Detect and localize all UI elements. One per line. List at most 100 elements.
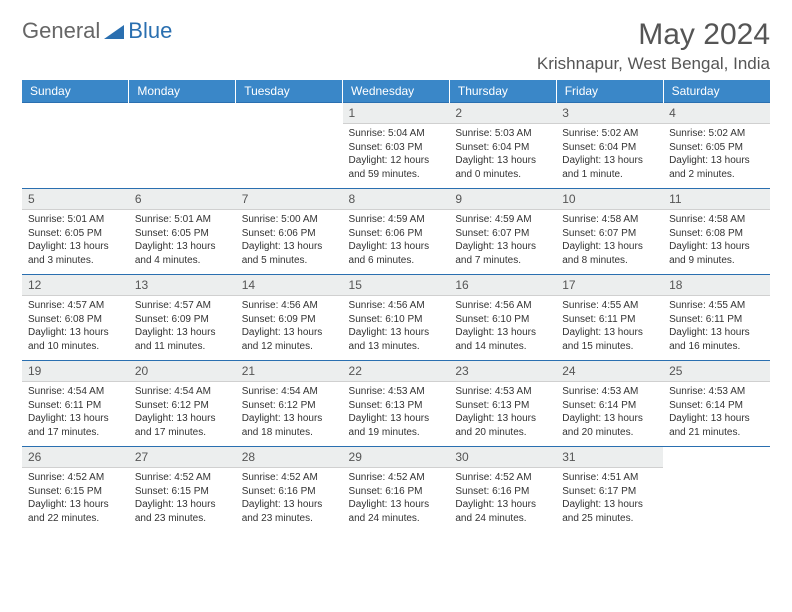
calendar-cell: 25Sunrise: 4:53 AMSunset: 6:14 PMDayligh…	[663, 361, 770, 447]
daylight-text: Daylight: 13 hours and 23 minutes.	[242, 498, 337, 525]
daylight-text: Daylight: 13 hours and 8 minutes.	[562, 240, 657, 267]
day-content: Sunrise: 4:52 AMSunset: 6:15 PMDaylight:…	[129, 468, 236, 528]
sunrise-text: Sunrise: 4:59 AM	[349, 213, 444, 227]
daylight-text: Daylight: 13 hours and 23 minutes.	[135, 498, 230, 525]
day-number: 6	[129, 189, 236, 210]
sunset-text: Sunset: 6:15 PM	[135, 485, 230, 499]
day-content: Sunrise: 4:54 AMSunset: 6:12 PMDaylight:…	[129, 382, 236, 442]
day-content: Sunrise: 4:52 AMSunset: 6:16 PMDaylight:…	[449, 468, 556, 528]
daylight-text: Daylight: 13 hours and 12 minutes.	[242, 326, 337, 353]
sunrise-text: Sunrise: 4:53 AM	[562, 385, 657, 399]
daylight-text: Daylight: 13 hours and 10 minutes.	[28, 326, 123, 353]
day-number: 15	[343, 275, 450, 296]
sunset-text: Sunset: 6:14 PM	[669, 399, 764, 413]
sunset-text: Sunset: 6:13 PM	[455, 399, 550, 413]
daylight-text: Daylight: 13 hours and 1 minute.	[562, 154, 657, 181]
sunrise-text: Sunrise: 4:53 AM	[349, 385, 444, 399]
weekday-friday: Friday	[556, 80, 663, 103]
sunset-text: Sunset: 6:07 PM	[455, 227, 550, 241]
daylight-text: Daylight: 13 hours and 17 minutes.	[135, 412, 230, 439]
sunset-text: Sunset: 6:12 PM	[135, 399, 230, 413]
sunset-text: Sunset: 6:07 PM	[562, 227, 657, 241]
sunset-text: Sunset: 6:04 PM	[455, 141, 550, 155]
day-content: Sunrise: 4:58 AMSunset: 6:07 PMDaylight:…	[556, 210, 663, 270]
daylight-text: Daylight: 13 hours and 3 minutes.	[28, 240, 123, 267]
day-number: 20	[129, 361, 236, 382]
daylight-text: Daylight: 13 hours and 15 minutes.	[562, 326, 657, 353]
daylight-text: Daylight: 13 hours and 20 minutes.	[562, 412, 657, 439]
day-number: 18	[663, 275, 770, 296]
sunset-text: Sunset: 6:10 PM	[455, 313, 550, 327]
daylight-text: Daylight: 13 hours and 24 minutes.	[455, 498, 550, 525]
sunrise-text: Sunrise: 4:56 AM	[455, 299, 550, 313]
sunrise-text: Sunrise: 4:53 AM	[669, 385, 764, 399]
day-content: Sunrise: 4:53 AMSunset: 6:13 PMDaylight:…	[343, 382, 450, 442]
calendar-row: 26Sunrise: 4:52 AMSunset: 6:15 PMDayligh…	[22, 447, 770, 533]
weekday-saturday: Saturday	[663, 80, 770, 103]
calendar-body: 1Sunrise: 5:04 AMSunset: 6:03 PMDaylight…	[22, 103, 770, 533]
triangle-icon	[104, 23, 124, 39]
sunrise-text: Sunrise: 5:01 AM	[135, 213, 230, 227]
sunset-text: Sunset: 6:17 PM	[562, 485, 657, 499]
day-number: 27	[129, 447, 236, 468]
day-content: Sunrise: 4:59 AMSunset: 6:07 PMDaylight:…	[449, 210, 556, 270]
day-content: Sunrise: 4:59 AMSunset: 6:06 PMDaylight:…	[343, 210, 450, 270]
calendar-cell	[236, 103, 343, 189]
day-content: Sunrise: 4:53 AMSunset: 6:13 PMDaylight:…	[449, 382, 556, 442]
calendar-cell: 30Sunrise: 4:52 AMSunset: 6:16 PMDayligh…	[449, 447, 556, 533]
calendar-cell: 1Sunrise: 5:04 AMSunset: 6:03 PMDaylight…	[343, 103, 450, 189]
sunrise-text: Sunrise: 5:03 AM	[455, 127, 550, 141]
day-content: Sunrise: 4:57 AMSunset: 6:09 PMDaylight:…	[129, 296, 236, 356]
sunrise-text: Sunrise: 4:55 AM	[562, 299, 657, 313]
weekday-thursday: Thursday	[449, 80, 556, 103]
day-number: 31	[556, 447, 663, 468]
sunrise-text: Sunrise: 4:52 AM	[455, 471, 550, 485]
daylight-text: Daylight: 13 hours and 20 minutes.	[455, 412, 550, 439]
calendar-cell: 12Sunrise: 4:57 AMSunset: 6:08 PMDayligh…	[22, 275, 129, 361]
calendar-cell: 31 Sunrise: 4:51 AMSunset: 6:17 PMDayligh…	[556, 447, 663, 533]
sunset-text: Sunset: 6:06 PM	[242, 227, 337, 241]
day-content: Sunrise: 4:58 AMSunset: 6:08 PMDaylight:…	[663, 210, 770, 270]
day-content: Sunrise: 5:00 AMSunset: 6:06 PMDaylight:…	[236, 210, 343, 270]
sunset-text: Sunset: 6:08 PM	[669, 227, 764, 241]
calendar-cell: 13Sunrise: 4:57 AMSunset: 6:09 PMDayligh…	[129, 275, 236, 361]
calendar-cell: 26Sunrise: 4:52 AMSunset: 6:15 PMDayligh…	[22, 447, 129, 533]
daylight-text: Daylight: 13 hours and 24 minutes.	[349, 498, 444, 525]
day-number: 3	[556, 103, 663, 124]
calendar-cell: 2Sunrise: 5:03 AMSunset: 6:04 PMDaylight…	[449, 103, 556, 189]
day-content: Sunrise: 4:56 AMSunset: 6:09 PMDaylight:…	[236, 296, 343, 356]
calendar-cell: 14Sunrise: 4:56 AMSunset: 6:09 PMDayligh…	[236, 275, 343, 361]
sunrise-text: Sunrise: 5:02 AM	[562, 127, 657, 141]
calendar-cell: 15Sunrise: 4:56 AMSunset: 6:10 PMDayligh…	[343, 275, 450, 361]
day-number: 5	[22, 189, 129, 210]
sunrise-text: Sunrise: 4:58 AM	[669, 213, 764, 227]
sunrise-text: Sunrise: 4:55 AM	[669, 299, 764, 313]
sunrise-text: Sunrise: 4:56 AM	[349, 299, 444, 313]
calendar-cell	[129, 103, 236, 189]
weekday-row: SundayMondayTuesdayWednesdayThursdayFrid…	[22, 80, 770, 103]
calendar-cell: 10Sunrise: 4:58 AMSunset: 6:07 PMDayligh…	[556, 189, 663, 275]
daylight-text: Daylight: 13 hours and 14 minutes.	[455, 326, 550, 353]
daylight-text: Daylight: 13 hours and 22 minutes.	[28, 498, 123, 525]
calendar-cell: 17Sunrise: 4:55 AMSunset: 6:11 PMDayligh…	[556, 275, 663, 361]
day-number: 16	[449, 275, 556, 296]
sunset-text: Sunset: 6:03 PM	[349, 141, 444, 155]
day-number: 12	[22, 275, 129, 296]
header-right: May 2024 Krishnapur, West Bengal, India	[537, 18, 770, 74]
day-number: 1	[343, 103, 450, 124]
day-content: Sunrise: 4:52 AMSunset: 6:16 PMDaylight:…	[343, 468, 450, 528]
day-number: 24	[556, 361, 663, 382]
day-number: 21	[236, 361, 343, 382]
sunrise-text: Sunrise: 4:59 AM	[455, 213, 550, 227]
sunrise-text: Sunrise: 4:53 AM	[455, 385, 550, 399]
daylight-text: Daylight: 13 hours and 21 minutes.	[669, 412, 764, 439]
sunrise-text: Sunrise: 4:57 AM	[28, 299, 123, 313]
calendar-cell: 21Sunrise: 4:54 AMSunset: 6:12 PMDayligh…	[236, 361, 343, 447]
daylight-text: Daylight: 13 hours and 13 minutes.	[349, 326, 444, 353]
calendar-row: 1Sunrise: 5:04 AMSunset: 6:03 PMDaylight…	[22, 103, 770, 189]
calendar-cell: 16 Sunrise: 4:56 AMSunset: 6:10 PMDayligh…	[449, 275, 556, 361]
day-content: Sunrise: 5:01 AMSunset: 6:05 PMDaylight:…	[22, 210, 129, 270]
day-content: Sunrise: 5:01 AMSunset: 6:05 PMDaylight:…	[129, 210, 236, 270]
daylight-text: Daylight: 13 hours and 25 minutes.	[562, 498, 657, 525]
sunrise-text: Sunrise: 4:51 AM	[562, 471, 657, 485]
